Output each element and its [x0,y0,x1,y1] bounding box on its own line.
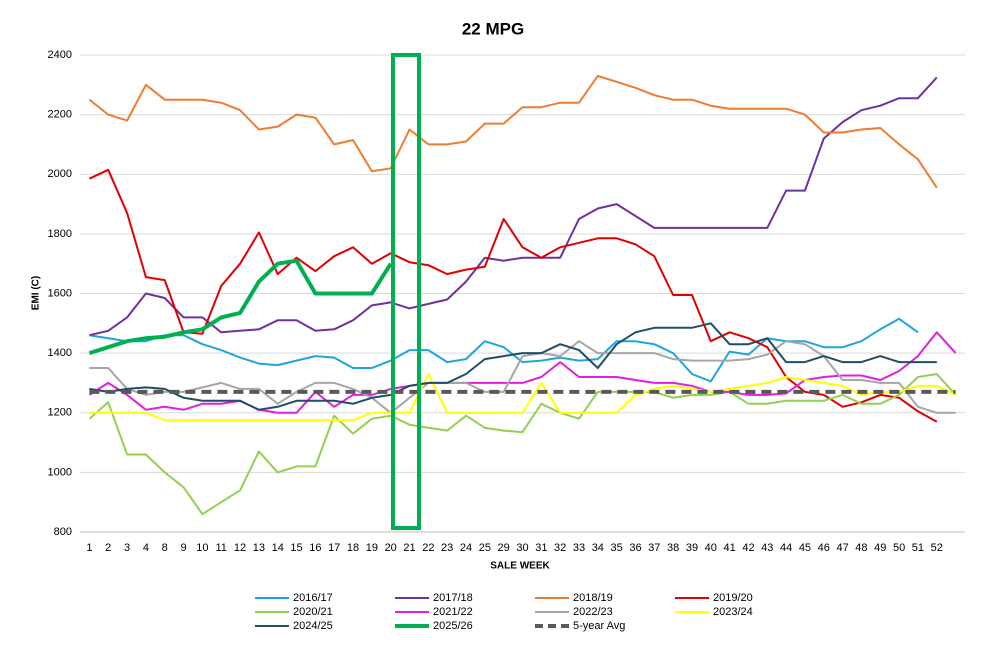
legend-label: 2020/21 [293,606,333,618]
x-tick-label: 16 [309,542,321,554]
x-tick-label: 12 [234,542,246,554]
x-tick-label: 45 [799,542,811,554]
legend-label: 2018/19 [573,592,613,604]
x-tick-label: 15 [290,542,302,554]
y-tick-label: 1000 [48,466,72,478]
x-tick-label: 2 [105,542,111,554]
x-tick-label: 43 [761,542,773,554]
y-tick-label: 1600 [48,287,72,299]
x-tick-label: 44 [780,542,792,554]
x-tick-label: 32 [554,542,566,554]
x-tick-label: 48 [855,542,867,554]
series-line [89,76,938,337]
legend-label: 2025/26 [433,620,473,632]
series-line [89,322,937,411]
legend-label: 2023/24 [713,606,753,618]
y-tick-label: 2000 [48,168,72,180]
x-tick-label: 51 [912,542,924,554]
legend-label: 2017/18 [433,592,473,604]
x-tick-label: 39 [686,542,698,554]
y-axis-title: EMI (C) [31,276,42,310]
x-tick-label: 19 [366,542,378,554]
legend-label: 5-year Avg [573,620,625,632]
x-tick-label: 36 [629,542,641,554]
x-tick-label: 35 [611,542,623,554]
x-tick-label: 33 [573,542,585,554]
x-tick-label: 24 [460,542,472,554]
legend-label: 2019/20 [713,592,753,604]
x-axis-title: SALE WEEK [490,561,550,572]
y-tick-label: 1200 [48,407,72,419]
x-tick-label: 34 [592,542,604,554]
series-line [88,168,938,423]
series-line [88,373,957,516]
y-tick-label: 2400 [48,49,72,61]
legend-label: 2016/17 [293,592,333,604]
x-tick-label: 18 [347,542,359,554]
y-tick-label: 800 [54,526,72,538]
x-tick-label: 37 [648,542,660,554]
x-tick-label: 4 [143,542,149,554]
x-tick-label: 13 [253,542,265,554]
x-tick-label: 29 [498,542,510,554]
legend-label: 2021/22 [433,606,473,618]
x-tick-label: 52 [931,542,943,554]
series-line [88,258,393,356]
x-tick-label: 46 [818,542,830,554]
x-tick-label: 20 [385,542,397,554]
series-line [89,340,956,414]
x-tick-label: 25 [479,542,491,554]
x-tick-label: 42 [742,542,754,554]
x-tick-label: 14 [272,542,284,554]
x-tick-label: 3 [124,542,130,554]
x-tick-label: 30 [516,542,528,554]
x-tick-label: 21 [403,542,415,554]
x-tick-label: 8 [162,542,168,554]
x-tick-label: 1 [86,542,92,554]
y-tick-label: 1400 [48,347,72,359]
y-tick-label: 2200 [48,109,72,121]
legend-label: 2022/23 [573,606,613,618]
legend-label: 2024/25 [293,620,333,632]
x-tick-label: 50 [893,542,905,554]
x-tick-label: 10 [196,542,208,554]
series-line [89,317,919,383]
x-tick-label: 38 [667,542,679,554]
y-tick-label: 1800 [48,228,72,240]
highlight-box [391,53,421,530]
x-tick-label: 23 [441,542,453,554]
x-tick-label: 11 [216,542,227,554]
x-tick-label: 9 [181,542,187,554]
x-tick-label: 41 [724,542,736,554]
series-line [88,74,938,189]
x-tick-label: 17 [328,542,340,554]
x-tick-label: 31 [535,542,547,554]
x-tick-label: 47 [836,542,848,554]
x-tick-label: 49 [874,542,886,554]
legend: 2016/17 2017/18 2018/19 2019/20 2020/21 2021/… [255,592,753,632]
x-tick-label: 22 [422,542,434,554]
chart-title: 22 MPG [462,19,524,38]
x-tick-label: 40 [705,542,717,554]
series-line [89,373,957,422]
